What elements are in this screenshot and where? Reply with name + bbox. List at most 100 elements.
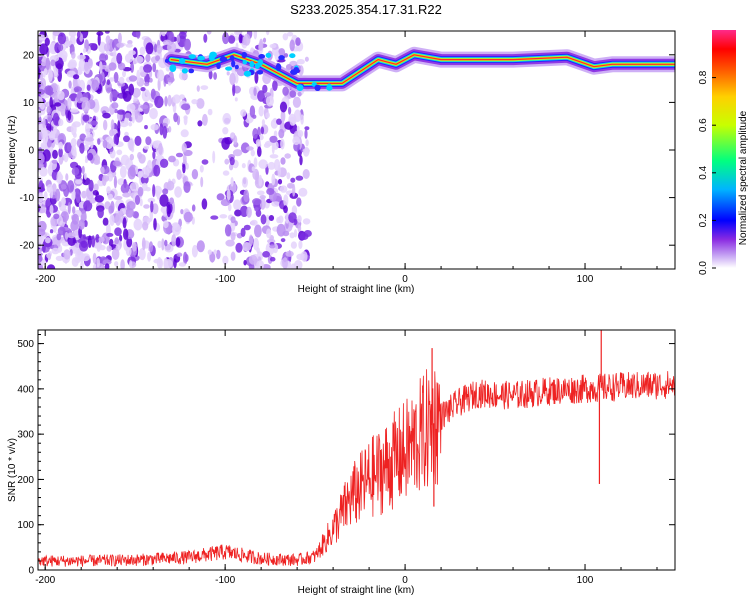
noise-blob [277,178,283,185]
noise-blob [297,91,302,97]
noise-blob [65,173,69,181]
y-tick-label: 300 [17,430,34,441]
x-tick-label: -100 [215,575,235,586]
signal-blob [164,58,169,63]
noise-blob [72,121,81,128]
noise-blob [67,235,76,246]
noise-blob [183,181,191,193]
signal-blob [229,55,235,61]
signal-blob [243,70,252,77]
noise-blob [72,77,78,90]
colorbar-label: Normalized spectral amplitude [738,110,749,245]
noise-blob [116,149,123,156]
noise-blob [290,177,296,183]
noise-blob [92,190,99,196]
noise-blob [138,248,146,261]
noise-blob [68,97,72,110]
noise-blob [234,97,238,102]
noise-blob [45,57,50,70]
noise-blob [162,211,167,217]
noise-blob [88,179,94,192]
noise-blob [57,90,65,101]
noise-blob [222,113,232,125]
noise-blob [249,105,256,118]
noise-blob [252,114,257,119]
noise-blob [180,129,189,138]
noise-blob [38,250,42,256]
noise-blob [219,214,228,219]
noise-blob [245,146,254,151]
noise-blob [51,159,58,164]
noise-blob [300,114,304,125]
noise-blob [241,176,248,188]
noise-blob [56,233,62,241]
noise-blob [111,102,119,109]
noise-blob [206,31,212,35]
noise-blob [106,186,111,194]
noise-blob [243,224,251,231]
noise-blob [125,43,133,48]
noise-blob [119,165,127,178]
noise-blob [124,112,131,119]
noise-blob [124,131,129,137]
noise-blob [284,153,292,159]
noise-blob [129,153,134,161]
noise-blob [135,165,139,175]
noise-blob [96,257,100,268]
noise-blob [227,203,232,212]
noise-blob [253,31,258,40]
noise-blob [176,169,182,180]
noise-blob [162,188,169,195]
noise-blob [44,37,50,47]
noise-blob [157,69,165,82]
snr-x-label: Height of straight line (km) [298,585,415,596]
noise-blob [39,102,45,110]
noise-blob [230,216,236,224]
noise-blob [113,71,119,84]
noise-blob [256,260,265,269]
noise-blob [75,191,81,204]
noise-blob [180,209,184,215]
noise-blob [120,183,130,194]
noise-blob [175,152,184,158]
noise-blob [81,100,91,112]
y-tick-label: 10 [23,98,35,109]
noise-blob [122,70,126,78]
noise-blob [159,158,169,168]
noise-blob [50,59,56,67]
noise-blob [289,90,297,98]
noise-blob [129,260,133,269]
snr-background [38,330,675,570]
noise-blob [82,114,90,122]
noise-blob [73,132,77,138]
noise-blob [302,218,311,225]
noise-blob [246,206,252,218]
noise-blob [257,90,266,102]
noise-blob [260,126,265,135]
noise-blob [73,74,80,80]
noise-blob [162,125,168,139]
noise-blob [216,193,225,201]
noise-blob [140,87,146,92]
noise-blob [235,242,243,253]
noise-blob [216,249,221,260]
noise-blob [109,92,113,103]
noise-blob [91,79,99,91]
noise-blob [298,240,303,250]
noise-blob [39,167,48,177]
noise-blob [220,199,230,207]
noise-blob [56,171,63,185]
noise-blob [137,170,144,178]
noise-blob [243,189,250,203]
noise-blob [278,128,285,139]
noise-blob [212,150,216,164]
noise-blob [156,45,163,54]
noise-blob [63,152,69,163]
noise-blob [87,235,92,249]
noise-blob [122,90,132,102]
noise-blob [196,98,205,109]
signal-blob [242,59,248,65]
y-tick-label: 100 [17,520,34,531]
noise-blob [254,224,262,238]
noise-blob [260,214,267,225]
